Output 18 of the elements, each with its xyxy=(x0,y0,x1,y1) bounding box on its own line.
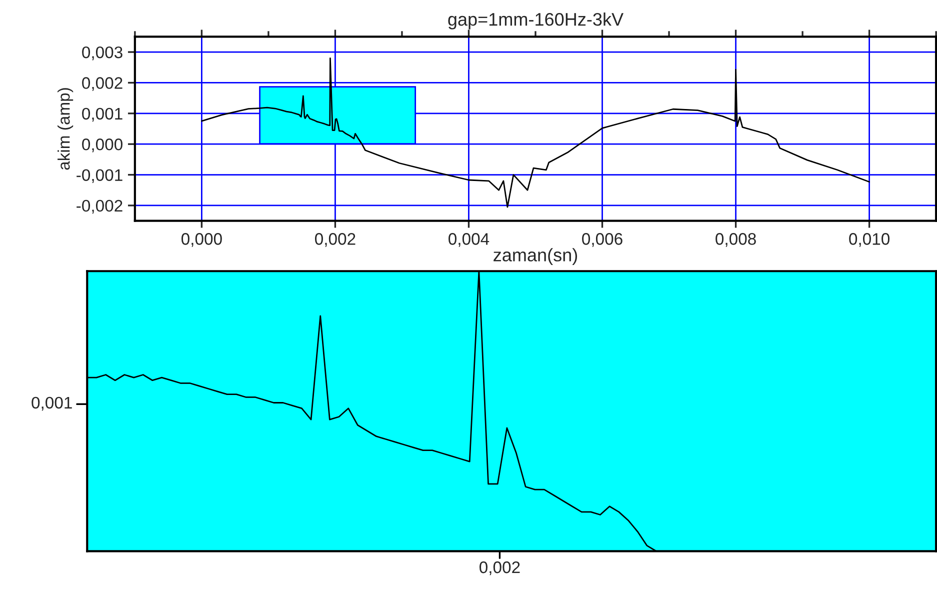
text: 0,001 xyxy=(32,396,72,411)
x-tick-label: 0,006 xyxy=(582,233,622,247)
y-tick-label: -0,002 xyxy=(76,200,122,214)
x-tick-label: 0,008 xyxy=(716,233,756,247)
x-tick-label: 0,000 xyxy=(181,233,222,247)
x-axis-title: zaman(sn) xyxy=(494,248,578,265)
y-tick-label: 0,002 xyxy=(82,77,122,91)
chart-title: gap=1mm-160Hz-3kV xyxy=(448,12,624,30)
y-tick-label: 0,003 xyxy=(82,46,122,60)
x-tick-label: 0,002 xyxy=(315,233,356,247)
y-axis-title: akim (amp) xyxy=(58,88,74,170)
y-tick-label: 0,001 xyxy=(82,108,122,122)
y-tick-label: -0,001 xyxy=(76,169,122,183)
y-tick-label: 0,000 xyxy=(82,138,122,152)
text: 0,002 xyxy=(480,561,520,576)
x-tick-label: 0,010 xyxy=(849,233,890,247)
x-tick-label: 0,004 xyxy=(448,233,490,247)
line-series xyxy=(200,57,870,208)
